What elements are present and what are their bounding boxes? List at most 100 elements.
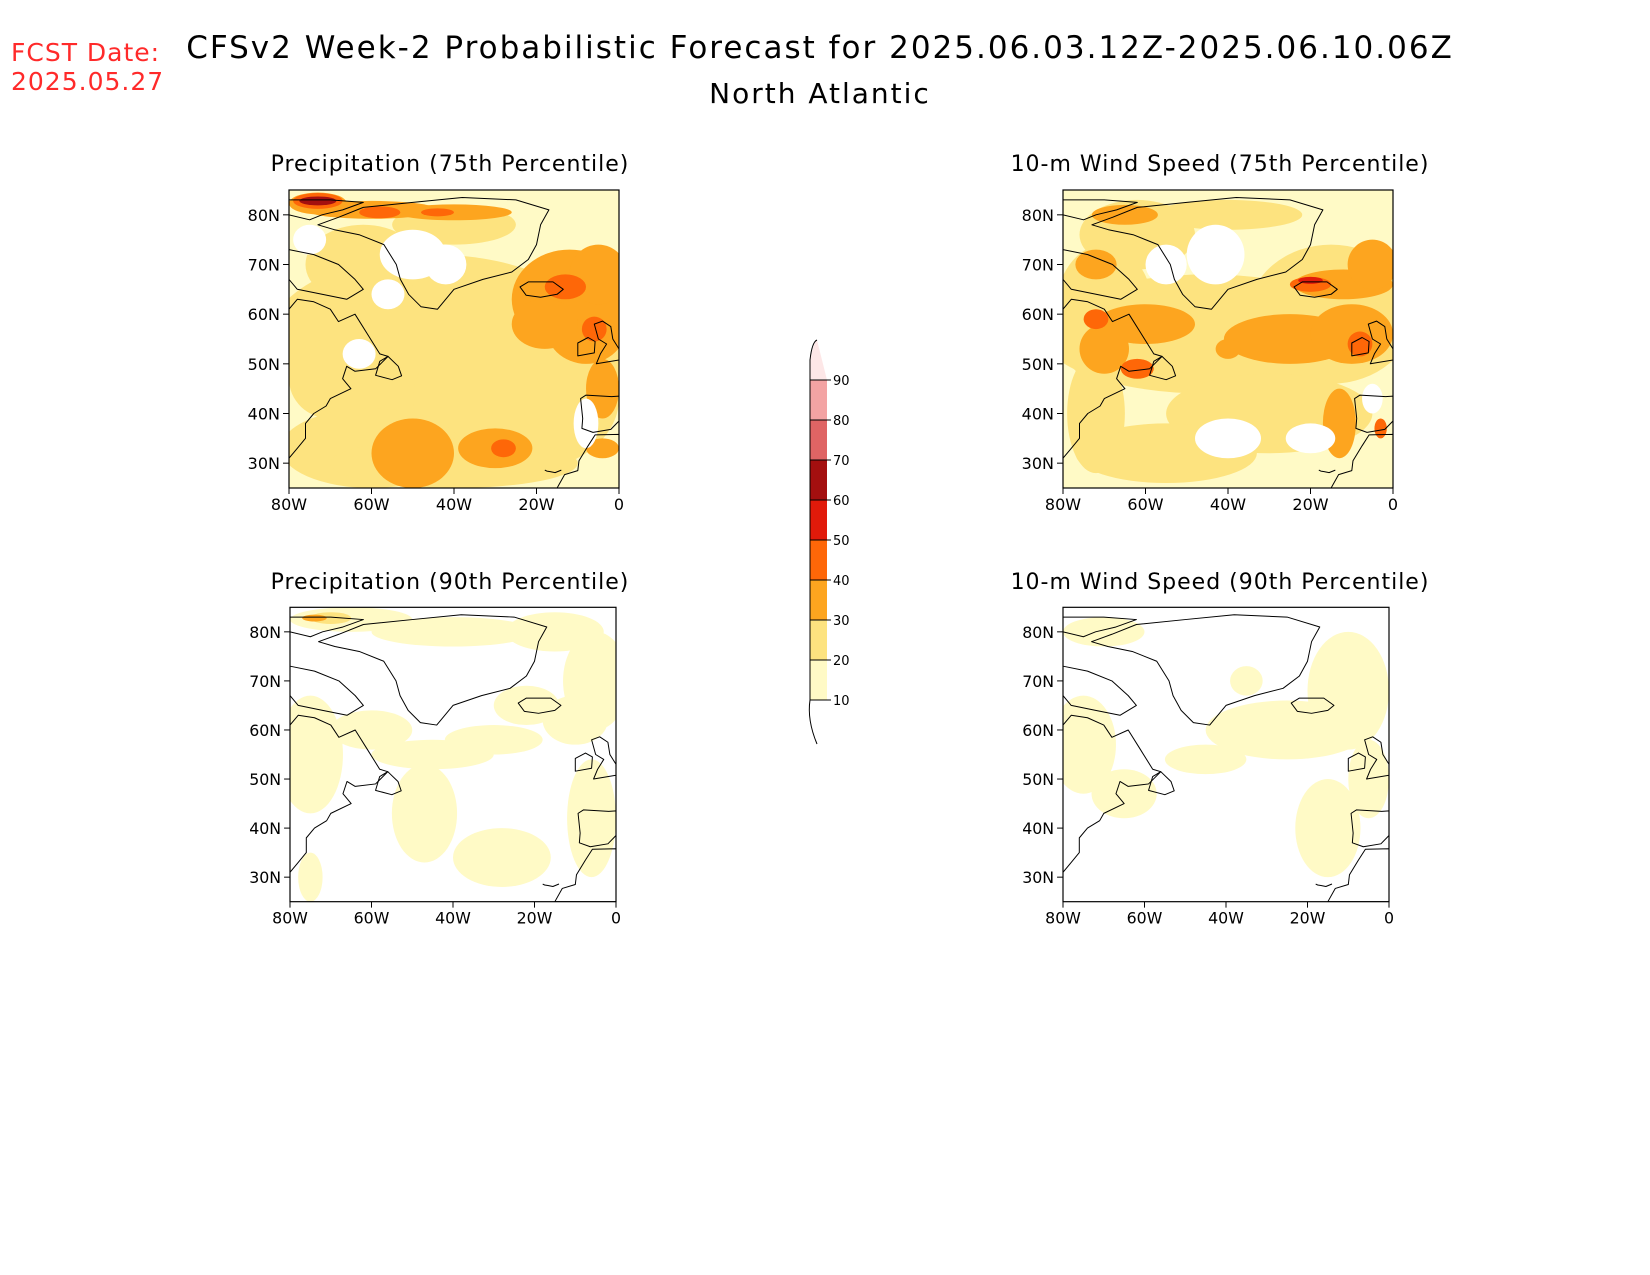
map-wind75: 80W 60W 40W 20W 0 80N 70N 60N 50N 40N 30N (1022, 189, 1398, 514)
map-precip75: 80W 60W 40W 20W 0 80N 70N 60N 50N 40N 30N (248, 189, 624, 514)
probability-contour (290, 695, 343, 814)
y-tick-label: 60N (1022, 305, 1054, 324)
x-tick-label: 20W (518, 495, 554, 514)
low-probability-area (573, 398, 599, 449)
coastline-newfoundland (1149, 355, 1177, 381)
coastline-iberia (1354, 394, 1393, 433)
probability-contour (1091, 204, 1158, 225)
y-tick-label: 70N (248, 256, 280, 275)
coastline-greenland (1091, 197, 1324, 310)
low-probability-area (342, 339, 376, 369)
colorbar-label: 50 (833, 534, 850, 549)
coastline-britain (1367, 320, 1393, 365)
y-tick-label: 50N (249, 770, 281, 789)
map-wind90: 80W 60W 40W 20W 0 80N 70N 60N 50N 40N 30N (1022, 606, 1394, 927)
colorbar-label: 10 (833, 694, 850, 709)
coastline-newfoundland (375, 355, 403, 381)
colorbar-label: 70 (833, 454, 850, 469)
y-tick-label: 80N (248, 206, 280, 225)
y-tick-label: 70N (1022, 256, 1054, 275)
x-tick-label: 0 (1388, 495, 1398, 514)
colorbar-segment (810, 620, 827, 660)
coastline-ellesmere (1063, 199, 1138, 221)
x-tick-label: 0 (1384, 908, 1394, 927)
probability-contour (581, 316, 607, 342)
low-probability-area (1285, 423, 1336, 454)
x-tick-label: 80W (1045, 495, 1081, 514)
probability-contour (1075, 249, 1117, 280)
coastline-ellesmere (1063, 616, 1137, 638)
panel-title-precip90: Precipitation (90th Percentile) (270, 570, 630, 595)
coastline-britain (593, 320, 619, 365)
y-tick-label: 60N (249, 721, 281, 740)
coastline-canada (290, 714, 389, 902)
shaded-field (290, 607, 616, 902)
coastline-canada (1063, 298, 1163, 488)
probability-contour (1091, 769, 1157, 819)
coastline-ireland (1351, 337, 1370, 357)
probability-contour (1347, 239, 1393, 290)
probability-contour (493, 685, 559, 726)
y-tick-label: 30N (1022, 868, 1054, 887)
probability-contour (421, 208, 454, 217)
colorbar-label: 40 (833, 574, 850, 589)
probability-contour (1347, 331, 1373, 357)
coastline-iberia (577, 809, 616, 848)
coastline-iceland (517, 697, 562, 714)
colorbar-label: 30 (833, 614, 850, 629)
coastline-newfoundland (375, 771, 402, 796)
probability-contour (299, 196, 337, 206)
coastline-baffin (1063, 665, 1137, 716)
coastline-baffin (290, 665, 364, 716)
probability-contour (1120, 358, 1154, 379)
x-tick-label: 40W (1210, 495, 1246, 514)
colorbar-top-cap (810, 339, 827, 380)
coastline-africa (556, 433, 619, 488)
probability-contour (586, 438, 619, 459)
y-tick-label: 50N (1022, 355, 1054, 374)
coastline-greenland (317, 197, 550, 310)
y-tick-label: 70N (249, 672, 281, 691)
map-precip90: 80W 60W 40W 20W 0 80N 70N 60N 50N 40N 30N (249, 606, 621, 927)
low-probability-area (293, 224, 327, 255)
low-probability-area (425, 244, 467, 285)
probability-contour (1298, 276, 1323, 284)
coastline-africa (554, 848, 616, 902)
colorbar: 10 20 30 40 50 60 70 80 90 (808, 339, 850, 745)
y-tick-label: 40N (1022, 819, 1054, 838)
forecast-date-value: 2025.05.27 (11, 67, 165, 96)
probability-contour (1153, 199, 1303, 230)
shaded-field (1063, 190, 1393, 488)
x-tick-label: 60W (1127, 495, 1163, 514)
coastlines (289, 197, 619, 488)
probability-contour (391, 764, 458, 863)
colorbar-segment (810, 660, 827, 700)
coastline-greenland (1091, 614, 1321, 726)
probability-contour (1063, 695, 1116, 794)
coastline-newfoundland (1148, 771, 1175, 796)
colorbar-segment (810, 460, 827, 500)
colorbar-label: 90 (833, 374, 850, 389)
coastline-britain (591, 736, 616, 780)
probability-contour (1295, 779, 1361, 878)
probability-contour (330, 710, 413, 750)
y-tick-label: 40N (249, 819, 281, 838)
coastline-greenland (318, 614, 548, 726)
y-tick-label: 30N (249, 868, 281, 887)
probability-contour (1230, 666, 1263, 696)
coastline-ireland (574, 752, 593, 772)
y-tick-label: 30N (248, 454, 280, 473)
coastlines (1063, 197, 1393, 488)
probability-contour (1307, 631, 1389, 750)
x-tick-label: 40W (436, 495, 472, 514)
probability-contour (302, 614, 327, 622)
probability-contour (567, 759, 616, 878)
coastline-canaries (544, 469, 562, 474)
coastline-britain (1364, 736, 1389, 780)
coastline-canada (1063, 714, 1162, 902)
low-probability-area (1362, 383, 1383, 414)
probability-contour (298, 852, 323, 902)
x-tick-label: 80W (271, 495, 307, 514)
coastline-iberia (1350, 809, 1389, 848)
colorbar-segment (810, 500, 827, 540)
